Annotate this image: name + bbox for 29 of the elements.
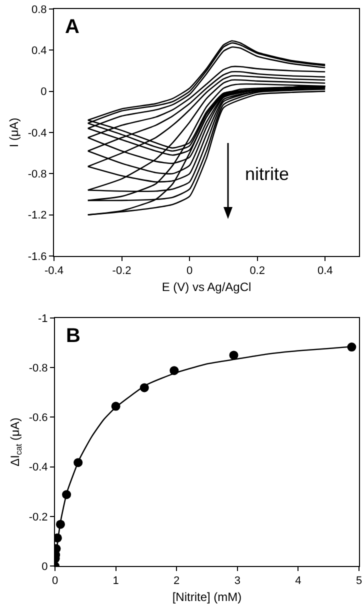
x-tick-label: 1 (112, 575, 119, 588)
y-tick-label: -0.8 (28, 362, 48, 374)
x-tick-label: 2 (174, 575, 180, 588)
y-tick-label: -0.6 (28, 412, 48, 424)
annotation: nitrite (245, 164, 290, 184)
y-tick-label: 0 (40, 86, 47, 98)
y-axis-title: I (μA) (7, 118, 22, 148)
y-tick-label: -0.4 (28, 462, 48, 474)
y-tick-label: -1.2 (28, 210, 47, 222)
x-tick-label: 4 (295, 575, 302, 588)
x-tick-label: 0.2 (250, 265, 265, 278)
y-tick-label: -1 (38, 312, 48, 325)
y-tick-label: -1.6 (28, 250, 47, 263)
x-axis-title: [Nitrite] (mM) (172, 590, 242, 604)
y-tick-label: -0.2 (28, 511, 48, 524)
y-tick-label: -0.4 (28, 127, 47, 140)
chart-title: A (65, 16, 80, 38)
x-axis-title: E (V) vs Ag/AgCl (162, 280, 252, 294)
x-tick-label: 3 (234, 575, 240, 588)
y-tick-label: 0.4 (32, 45, 47, 58)
y-tick-label: 0 (42, 560, 48, 573)
x-tick-label: -0.2 (112, 265, 132, 278)
x-tick-label: 0 (186, 265, 193, 278)
x-tick-label: 0.4 (317, 265, 333, 278)
y-tick-label: -0.8 (28, 168, 47, 181)
y-tick-label: 0.8 (32, 4, 47, 16)
x-tick-label: 0 (52, 575, 58, 588)
chart-title: B (66, 325, 80, 347)
x-tick-label: 5 (356, 575, 362, 588)
